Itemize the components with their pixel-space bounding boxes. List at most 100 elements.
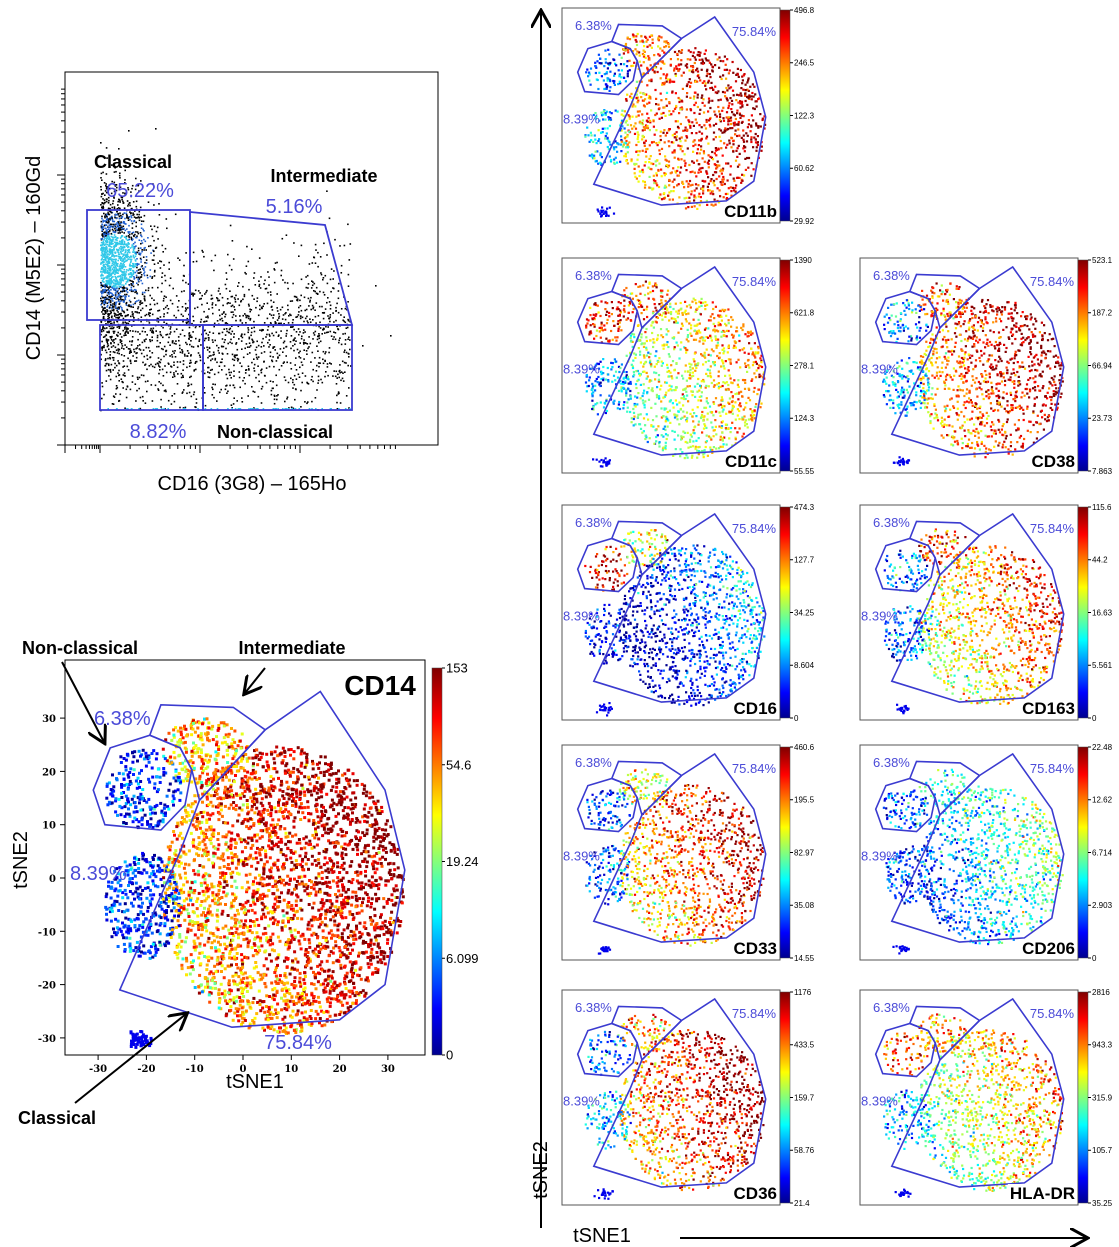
cell-dot — [323, 363, 325, 365]
cell-dot — [327, 297, 329, 299]
cell-dot — [238, 282, 240, 284]
cell-dot — [227, 353, 229, 355]
cell-dot — [283, 342, 285, 344]
cell-dot — [187, 350, 189, 352]
cell-dot — [307, 320, 309, 322]
cell-dot — [151, 229, 153, 231]
cell-dot — [347, 327, 349, 329]
cell-dot — [314, 334, 316, 336]
cell-dot — [178, 340, 180, 342]
cell-dot — [141, 249, 143, 251]
cell-dot — [146, 334, 148, 336]
cell-dot — [123, 295, 125, 297]
cell-dot — [306, 350, 308, 352]
cell-dot — [120, 246, 122, 248]
cell-dot — [144, 262, 146, 264]
cell-dot — [235, 301, 237, 303]
cell-dot — [185, 310, 187, 312]
cell-dot — [325, 308, 327, 310]
cell-dot — [120, 394, 122, 396]
cell-dot — [288, 315, 290, 317]
cell-dot — [312, 369, 314, 371]
cell-dot — [144, 331, 146, 333]
cell-dot — [101, 382, 103, 384]
cell-dot — [308, 305, 310, 307]
cell-dot — [132, 381, 134, 383]
cell-dot — [117, 360, 119, 362]
cell-dot — [241, 397, 243, 399]
cell-dot — [213, 352, 215, 354]
cell-dot — [181, 291, 183, 293]
cell-dot — [294, 399, 296, 401]
cell-dot — [189, 366, 191, 368]
cell-dot — [103, 264, 105, 266]
cell-dot — [280, 330, 282, 332]
cell-dot — [182, 329, 184, 331]
cell-dot — [298, 255, 300, 257]
cell-dot — [139, 333, 141, 335]
cell-dot — [325, 275, 327, 277]
cell-dot — [227, 302, 229, 304]
cell-dot — [102, 256, 104, 258]
cell-dot — [113, 345, 115, 347]
cell-dot — [177, 367, 179, 369]
cell-dot — [132, 315, 134, 317]
cell-dot — [216, 400, 218, 402]
cell-dot — [192, 331, 194, 333]
cell-dot — [152, 314, 154, 316]
cell-dot — [135, 222, 137, 224]
cell-dot — [172, 342, 174, 344]
cell-dot — [103, 345, 105, 347]
cell-dot — [251, 309, 253, 311]
cell-dot — [188, 352, 190, 354]
cell-dot — [286, 234, 288, 236]
cell-dot — [247, 327, 249, 329]
cell-dot — [249, 311, 251, 313]
cell-dot — [307, 322, 309, 324]
cell-dot — [241, 333, 243, 335]
cell-dot — [146, 305, 148, 307]
cell-dot — [154, 226, 156, 228]
cell-dot — [172, 351, 174, 353]
cell-dot — [162, 337, 164, 339]
cell-dot — [318, 315, 320, 317]
cell-dot — [296, 299, 298, 301]
cell-dot — [128, 242, 130, 244]
cell-dot — [130, 361, 132, 363]
cell-dot — [124, 278, 126, 280]
cell-dot — [155, 330, 157, 332]
cell-dot — [198, 340, 200, 342]
cell-dot — [141, 224, 143, 226]
cell-dot — [301, 279, 303, 281]
cell-dot — [344, 362, 346, 364]
cell-dot — [122, 299, 124, 301]
cell-dot — [201, 304, 203, 306]
cell-dot — [277, 357, 279, 359]
cell-dot — [141, 316, 143, 318]
cell-dot — [137, 265, 139, 267]
cell-dot — [104, 199, 106, 201]
cell-dot — [121, 284, 123, 286]
cell-dot — [339, 337, 341, 339]
cell-dot — [266, 288, 268, 290]
cell-dot — [242, 380, 244, 382]
cell-dot — [111, 265, 113, 267]
cell-dot — [162, 349, 164, 351]
cell-dot — [116, 227, 118, 229]
cell-dot — [169, 344, 171, 346]
cell-dot — [107, 305, 109, 307]
cell-dot — [129, 219, 131, 221]
cell-dot — [258, 315, 260, 317]
cell-dot — [181, 314, 183, 316]
cell-dot — [249, 352, 251, 354]
cell-dot — [163, 298, 165, 300]
cell-dot — [108, 265, 110, 267]
cell-dot — [152, 236, 154, 238]
cell-dot — [285, 335, 287, 337]
cell-dot — [161, 261, 163, 263]
cell-dot — [206, 302, 208, 304]
cell-dot — [113, 321, 115, 323]
cell-dot — [149, 365, 151, 367]
cell-dot — [230, 333, 232, 335]
cell-dot — [239, 315, 241, 317]
